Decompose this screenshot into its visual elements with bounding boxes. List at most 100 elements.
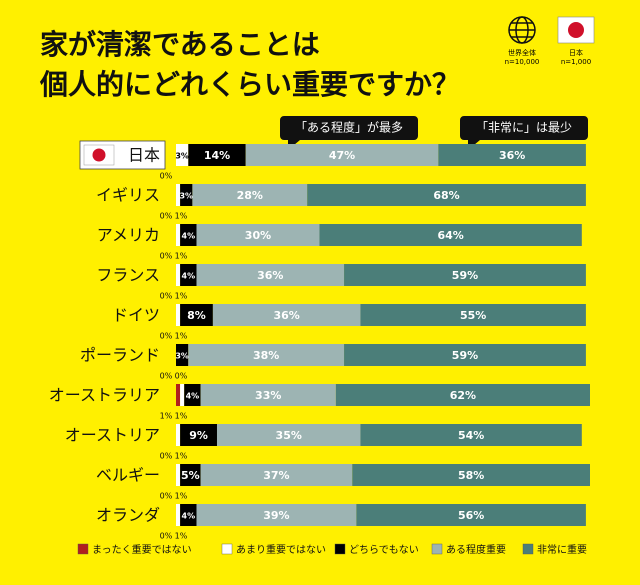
legend-swatch (522, 543, 534, 555)
value-label: 33% (255, 389, 281, 402)
value-label: 1% (175, 212, 188, 221)
bar-segment (180, 224, 197, 246)
badge-label: 世界全体 (508, 48, 536, 57)
badge-label: 日本 (569, 48, 583, 57)
bar-segment (176, 264, 181, 286)
value-label: 0% (160, 212, 173, 221)
legend-label: あまり重要ではない (236, 543, 326, 556)
value-label: 14% (204, 149, 230, 162)
category-label: アメリカ (97, 226, 160, 245)
bar-segment (356, 504, 586, 526)
category-label: イギリス (96, 186, 160, 205)
chart-title: 家が清潔であることは (40, 28, 320, 61)
bar-segment (176, 224, 181, 246)
value-label: 4% (182, 232, 196, 241)
value-label: 0% (160, 492, 173, 501)
flag-circle (568, 22, 584, 38)
bar-segment (216, 424, 361, 446)
bar-segment (180, 384, 185, 406)
bar-segment (176, 504, 181, 526)
category-label: ドイツ (112, 306, 160, 325)
legend-label: 非常に重要 (537, 543, 587, 556)
legend-label: まったく重要ではない (92, 543, 192, 556)
value-label: 0% (160, 332, 173, 341)
value-label: 1% (175, 452, 188, 461)
value-label: 4% (182, 512, 196, 521)
value-label: 47% (329, 149, 355, 162)
bar-segment (176, 304, 181, 326)
bar-segment (344, 344, 586, 366)
bar-segment (335, 384, 590, 406)
value-label: 0% (160, 252, 173, 261)
value-label: 58% (458, 469, 484, 482)
bar-segment (196, 264, 345, 286)
category-label: オーストリア (65, 426, 160, 445)
globe-icon (508, 16, 536, 44)
bar-segment (438, 144, 586, 166)
badge-note: n=10,000 (505, 58, 540, 66)
value-label: 64% (437, 229, 463, 242)
category-label: ベルギー (96, 466, 160, 485)
bar-segment (200, 464, 353, 486)
category-label: ポーランド (80, 346, 160, 365)
bar-segment (212, 304, 361, 326)
value-label: 38% (253, 349, 279, 362)
value-label: 1% (160, 412, 173, 421)
value-label: 55% (460, 309, 486, 322)
value-label: 59% (452, 349, 478, 362)
bar-segment (176, 344, 189, 366)
bar-segment (180, 424, 217, 446)
value-label: 28% (237, 189, 263, 202)
legend-label: ある程度重要 (446, 543, 506, 556)
value-label: 37% (263, 469, 289, 482)
value-label: 0% (160, 292, 173, 301)
bar-segment (180, 184, 193, 206)
bar-segment (188, 144, 246, 166)
value-label: 4% (182, 272, 196, 281)
value-label: 62% (450, 389, 476, 402)
category-label: オーストラリア (49, 386, 160, 405)
value-label: 59% (452, 269, 478, 282)
value-label: 36% (499, 149, 525, 162)
bar-segment (180, 304, 213, 326)
bar-segment (360, 304, 586, 326)
bar-segment (188, 344, 345, 366)
bar-segment (176, 144, 189, 166)
value-label: 0% (160, 172, 173, 181)
chart-title: 個人的にどれくらい重要ですか？ (39, 68, 460, 101)
bar-segment (176, 424, 181, 446)
bar-segment (180, 504, 197, 526)
value-label: 1% (175, 292, 188, 301)
value-label: 56% (458, 509, 484, 522)
value-label: 3% (179, 192, 193, 201)
value-label: 4% (186, 392, 200, 401)
legend-label: どちらでもない (349, 544, 419, 556)
bar-segment (184, 384, 201, 406)
legend-swatch (431, 543, 443, 555)
callout-box (460, 116, 588, 150)
value-label: 0% (160, 372, 173, 381)
value-label: 0% (175, 372, 188, 381)
value-label: 0% (160, 452, 173, 461)
badge-note: n=1,000 (561, 58, 591, 66)
bar-segment (176, 384, 181, 406)
value-label: 0% (160, 532, 173, 541)
value-label: 3% (175, 352, 189, 361)
value-label: 1% (175, 252, 188, 261)
value-label: 36% (257, 269, 283, 282)
bar-segment (196, 504, 357, 526)
value-label: 36% (274, 309, 300, 322)
bar-segment (176, 464, 181, 486)
value-label: 1% (175, 332, 188, 341)
value-label: 68% (433, 189, 459, 202)
value-label: 1% (175, 532, 188, 541)
legend-swatch (334, 543, 346, 555)
bar-segment (319, 224, 582, 246)
category-label: オランダ (96, 506, 160, 525)
value-label: 54% (458, 429, 484, 442)
callout-text: 「ある程度」が最多 (295, 120, 403, 135)
callout-box (280, 116, 418, 150)
bar-segment (200, 384, 336, 406)
